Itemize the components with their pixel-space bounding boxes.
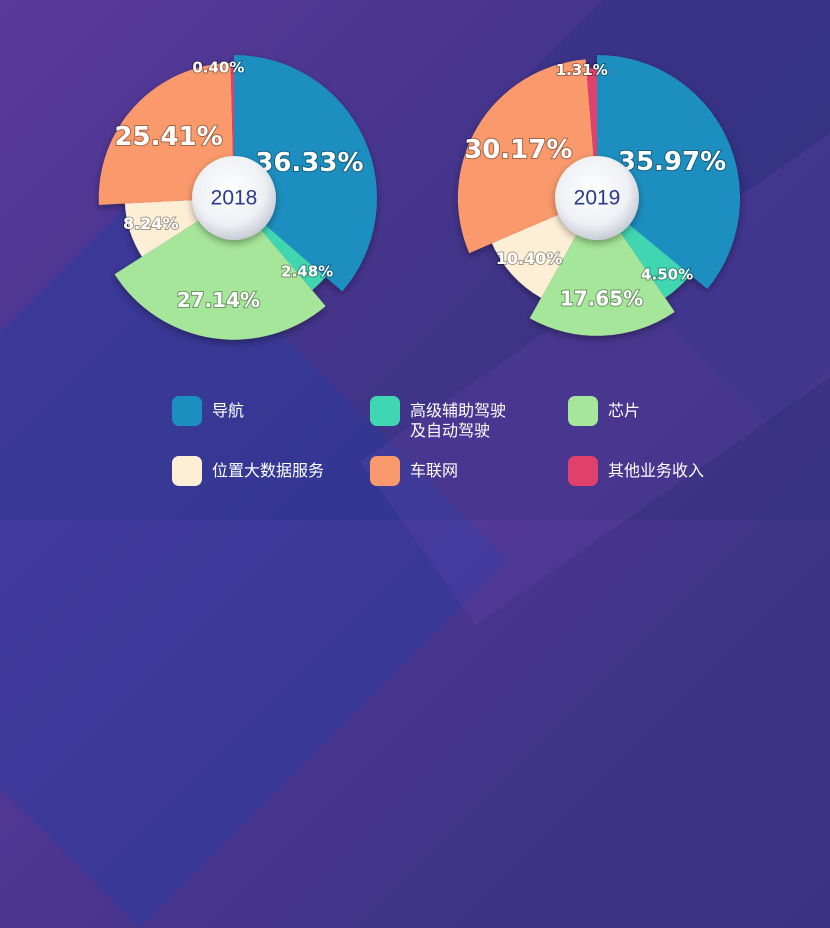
slice-percent-label: 25.41% xyxy=(114,122,222,152)
pie-slice xyxy=(597,55,741,289)
slice-percent-label: 1.31% xyxy=(556,61,608,79)
slice-percent-label: 27.14% xyxy=(177,288,260,312)
pie-center-disc xyxy=(555,156,639,240)
slice-percent-label: 4.50% xyxy=(641,265,693,283)
pie-center-disc xyxy=(192,156,276,240)
slice-percent-label: 30.17% xyxy=(464,135,572,165)
slice-percent-label: 36.33% xyxy=(255,148,363,178)
slice-percent-label: 17.65% xyxy=(560,286,643,310)
pie-center-year: 2018 xyxy=(211,187,258,210)
pie-slice xyxy=(114,198,326,340)
pie-charts: 36.33% 2.48% 27.14% 8.24% 25.41% 0.40% 2018 35… xyxy=(98,55,741,340)
pie-slice xyxy=(234,55,377,292)
slice-percent-label: 8.24% xyxy=(123,214,179,233)
pie-chart-2018: 36.33% 2.48% 27.14% 8.24% 25.41% 0.40% 2018 xyxy=(98,55,377,340)
pie-slice xyxy=(98,62,235,205)
pie-chart-2019: 35.97% 4.50% 17.65% 10.40% 30.17% 1.31% 2019 xyxy=(457,55,741,336)
pie-slice xyxy=(529,198,675,336)
slice-percent-label: 10.40% xyxy=(496,249,563,268)
slice-percent-label: 2.48% xyxy=(281,262,333,280)
pie-center-year: 2019 xyxy=(574,187,621,210)
slice-percent-label: 0.40% xyxy=(192,59,244,77)
slice-percent-label: 35.97% xyxy=(618,147,726,177)
